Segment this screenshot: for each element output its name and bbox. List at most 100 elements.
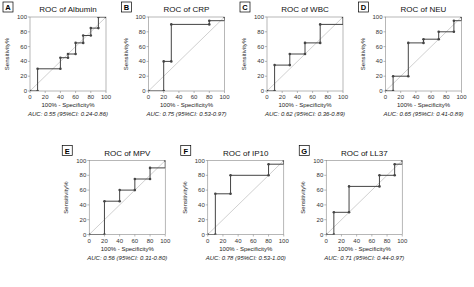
y-tick: [324, 204, 326, 205]
x-tick: [341, 235, 342, 237]
y-tick-label: 20: [20, 73, 27, 79]
y-tick: [147, 46, 149, 47]
x-tick-label: 20: [42, 94, 49, 100]
y-tick-label: 60: [20, 44, 27, 50]
y-axis-label: Sensitivity%: [360, 37, 366, 70]
x-tick-label: 40: [116, 238, 123, 244]
plot-frame: [208, 161, 284, 235]
roc-point: [82, 42, 85, 45]
x-tick: [90, 91, 91, 93]
x-tick-label: 40: [413, 94, 420, 100]
y-tick: [87, 219, 89, 220]
y-tick: [206, 160, 208, 161]
x-tick: [267, 91, 268, 93]
roc-point: [304, 53, 307, 56]
x-tick-label: 60: [428, 94, 435, 100]
y-tick: [324, 190, 326, 191]
x-tick-label: 0: [88, 238, 92, 244]
roc-point: [267, 163, 270, 166]
x-tick: [163, 91, 164, 93]
x-tick: [104, 235, 105, 237]
y-tick-label: 80: [80, 172, 87, 178]
x-tick-label: 0: [28, 94, 32, 100]
x-tick: [148, 91, 149, 93]
x-tick: [402, 235, 403, 237]
y-tick: [28, 46, 30, 47]
y-tick: [265, 76, 267, 77]
y-tick: [28, 31, 30, 32]
y-tick-label: 80: [257, 29, 264, 35]
panel-title: ROC of NEU: [401, 5, 447, 14]
roc-point: [229, 174, 232, 177]
y-tick: [265, 46, 267, 47]
roc-point: [118, 200, 121, 203]
auc-text: AUC: 0.78 (95%CI: 0.53-1.00): [205, 255, 286, 261]
roc-point: [162, 90, 165, 91]
x-tick-label: 80: [265, 238, 272, 244]
roc-point: [333, 211, 336, 214]
y-tick: [384, 61, 386, 62]
roc-point: [170, 23, 173, 26]
roc-point: [392, 75, 395, 78]
panel: 020406080100020406080100ROC of NEU100% -…: [359, 2, 468, 117]
roc-point: [437, 38, 440, 41]
y-tick-label: 40: [257, 58, 264, 64]
y-tick-label: 20: [139, 73, 146, 79]
panel-label: F: [183, 147, 188, 156]
y-tick: [147, 91, 149, 92]
y-axis-label: Sensitivity%: [241, 37, 247, 70]
panel-label-box: [3, 2, 13, 12]
roc-point: [453, 19, 456, 22]
y-tick-label: 40: [20, 58, 27, 64]
y-tick: [206, 204, 208, 205]
y-tick: [384, 17, 386, 18]
y-tick: [147, 31, 149, 32]
reference-diagonal: [89, 161, 165, 235]
x-tick-label: 100: [279, 238, 290, 244]
y-tick-label: 80: [317, 172, 324, 178]
y-axis-label: Sensitivity%: [4, 37, 10, 70]
x-tick-label: 100: [338, 94, 349, 100]
y-tick: [265, 31, 267, 32]
roc-point: [59, 56, 62, 59]
x-tick: [119, 235, 120, 237]
x-tick-label: 100: [101, 94, 112, 100]
roc-point: [74, 42, 77, 45]
x-tick-label: 20: [220, 238, 227, 244]
y-tick: [87, 190, 89, 191]
y-tick-label: 60: [139, 44, 146, 50]
roc-point: [82, 34, 85, 37]
y-tick-label: 80: [139, 29, 146, 35]
panel-label-box: [122, 2, 132, 12]
roc-point: [437, 31, 440, 34]
x-tick: [30, 91, 31, 93]
y-tick-label: 0: [83, 232, 87, 238]
x-tick-label: 100: [160, 238, 171, 244]
x-tick-label: 80: [206, 94, 213, 100]
y-tick: [265, 91, 267, 92]
panel-label: D: [361, 3, 367, 12]
x-tick-label: 60: [72, 94, 79, 100]
x-tick: [165, 235, 166, 237]
y-tick-label: 20: [257, 73, 264, 79]
roc-point: [170, 60, 173, 63]
y-tick-label: 100: [195, 158, 206, 164]
panel: 020406080100020406080100ROC of MPV100% -…: [62, 146, 171, 261]
roc-curve: [208, 161, 284, 235]
auc-text: AUC: 0.75 (95%CI: 0.53-0.97): [145, 111, 226, 117]
roc-point: [453, 31, 456, 34]
y-tick: [324, 219, 326, 220]
plot-frame: [267, 17, 343, 91]
roc-point: [214, 233, 217, 234]
y-tick-label: 0: [320, 232, 324, 238]
x-tick-label: 40: [235, 238, 242, 244]
roc-curve: [89, 161, 165, 235]
plot-area: [326, 161, 402, 235]
roc-point: [164, 161, 165, 162]
y-tick-label: 60: [376, 44, 383, 50]
y-tick: [265, 61, 267, 62]
x-tick-label: 100: [456, 94, 467, 100]
reference-diagonal: [208, 161, 284, 235]
x-tick-label: 80: [384, 238, 391, 244]
panel-label: E: [65, 147, 70, 156]
